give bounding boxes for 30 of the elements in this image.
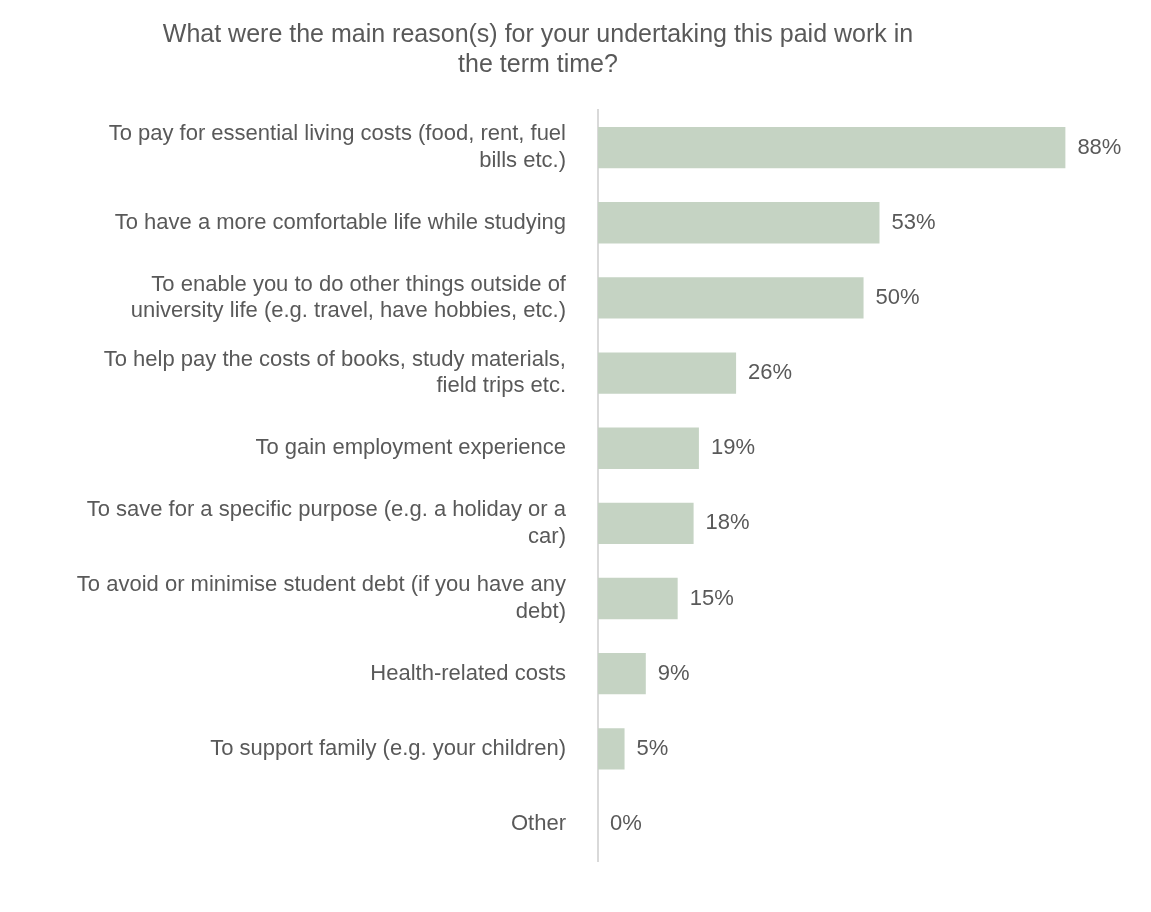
bar (598, 427, 699, 469)
bar (598, 277, 864, 319)
y-tick-label: To support family (e.g. your children) (210, 734, 566, 760)
y-tick-label: To enable you to do other things outside of university life (e.g. travel, have hobbies, etc.) (130, 270, 567, 323)
data-label: 5% (636, 734, 669, 760)
y-tick-label: To pay for essential living costs (food, rent, fuel bills etc.) (108, 120, 566, 172)
data-label: 53% (891, 208, 936, 234)
y-tick-label: Health-related costs (370, 659, 566, 685)
data-label: 50% (875, 283, 920, 309)
y-tick-label: To avoid or minimise student debt (if you have any debt) (76, 571, 566, 623)
data-label: 19% (710, 434, 755, 460)
data-label: 26% (748, 359, 793, 385)
data-label: 9% (657, 659, 690, 685)
data-label: 88% (1077, 133, 1122, 159)
data-label: 0% (610, 810, 642, 836)
y-tick-label: To save for a specific purpose (e.g. a holiday or a car) (86, 496, 567, 548)
bar (598, 653, 646, 695)
bar (598, 126, 1066, 169)
y-tick-label: To have a more comfortable life while studying (114, 208, 566, 234)
data-label: 18% (705, 509, 750, 535)
bar (598, 577, 678, 620)
y-tick-label: To gain employment experience (255, 434, 566, 460)
data-label: 15% (689, 584, 734, 610)
bar (598, 502, 694, 545)
chart-title: What were the main reason(s) for your undertaking this paid work in the term time? (162, 18, 914, 77)
bar (598, 352, 737, 394)
bar (598, 728, 625, 770)
bar (598, 202, 880, 244)
y-tick-label: To help pay the costs of books, study materials, field trips etc. (103, 345, 566, 398)
y-tick-label: Other (510, 810, 566, 836)
